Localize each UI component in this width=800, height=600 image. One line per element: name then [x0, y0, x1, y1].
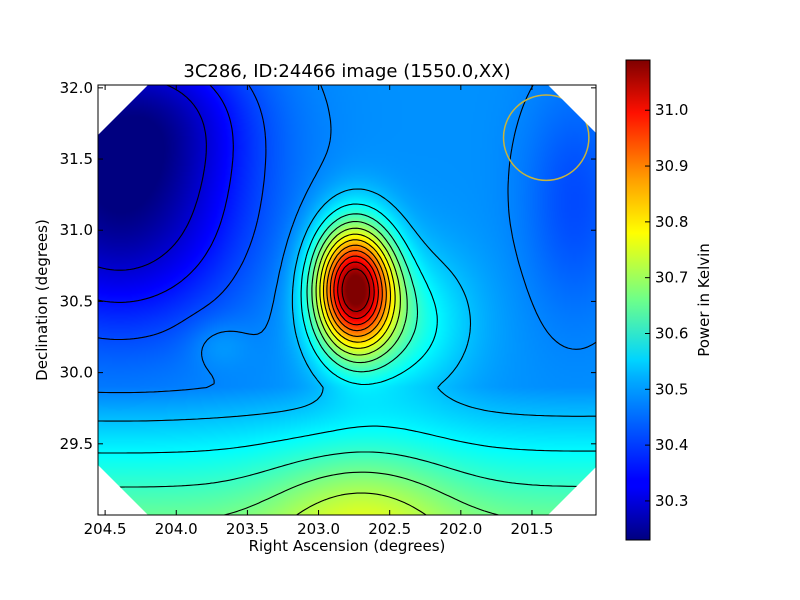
colorbar-tick-label: 30.6 — [655, 324, 688, 342]
contour-line — [98, 85, 267, 341]
colorbar-axis: 30.3 30.4 30.5 30.6 30.7 30.8 30.9 31.0 — [645, 101, 688, 510]
contour-line — [98, 203, 596, 454]
x-axis-label: Right Ascension (degrees) — [249, 537, 446, 555]
contour-line — [319, 233, 396, 349]
contour-line — [98, 85, 234, 303]
contour-line — [98, 213, 596, 488]
colorbar-tick-label: 30.9 — [655, 157, 688, 175]
colorbar-tick-label: 30.8 — [655, 213, 688, 231]
y-axis-label: Declination (degrees) — [33, 219, 51, 381]
y-tick-label: 32.0 — [60, 79, 93, 97]
contour-lines — [98, 85, 596, 515]
x-tick-label: 202.0 — [439, 520, 482, 538]
mask-corner-bottom-left — [98, 465, 148, 515]
beam-circle — [502, 94, 590, 182]
x-tick-label: 201.5 — [510, 520, 553, 538]
heatmap-image — [98, 85, 596, 515]
colorbar-tick-label: 30.4 — [655, 436, 688, 454]
contour-line — [223, 220, 499, 515]
x-axis: 204.5 204.0 203.5 203.0 202.5 202.0 201.5 — [84, 85, 553, 538]
chart-title: 3C286, ID:24466 image (1550.0,XX) — [183, 61, 510, 82]
contour-line — [333, 255, 379, 326]
x-tick-label: 204.5 — [84, 520, 127, 538]
y-tick-label: 30.0 — [60, 364, 93, 382]
y-tick-label: 29.5 — [60, 435, 93, 453]
mask-corner-bottom-right — [548, 467, 596, 515]
colorbar-tick-label: 30.3 — [655, 492, 688, 510]
x-tick-label: 203.5 — [226, 520, 269, 538]
colorbar-tick-label: 31.0 — [655, 101, 688, 119]
y-tick-label: 30.5 — [60, 292, 93, 310]
x-tick-label: 202.5 — [368, 520, 411, 538]
contour-line — [337, 261, 375, 320]
contour-line — [326, 244, 387, 337]
heatmap-area — [98, 85, 596, 515]
x-tick-label: 203.0 — [297, 520, 340, 538]
contour-line — [322, 239, 392, 343]
contour-line — [341, 268, 371, 313]
y-tick-label: 31.0 — [60, 221, 93, 239]
colorbar-tick-label: 30.7 — [655, 269, 688, 287]
y-tick-label: 31.5 — [60, 150, 93, 168]
mask-corner-top-left — [98, 85, 148, 135]
contour-line — [296, 227, 427, 515]
contour-line — [98, 85, 596, 394]
contour-line — [98, 188, 596, 422]
colorbar — [625, 59, 651, 541]
colorbar-label: Power in Kelvin — [695, 243, 713, 357]
contour-line — [329, 250, 383, 332]
x-tick-label: 204.0 — [155, 520, 198, 538]
mask-corner-top-right — [548, 85, 596, 133]
plot-frame — [97, 84, 597, 516]
y-axis: 29.5 30.0 30.5 31.0 31.5 32.0 — [60, 79, 596, 453]
colorbar-tick-label: 30.5 — [655, 380, 688, 398]
